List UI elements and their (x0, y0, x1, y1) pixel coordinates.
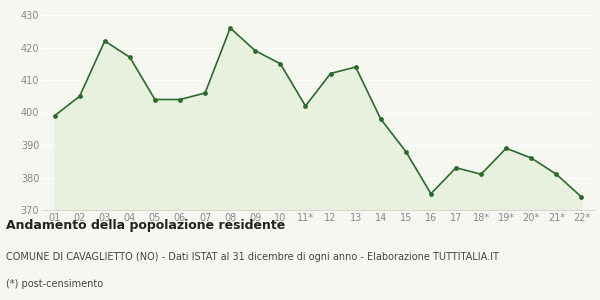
Point (476, 172, 486, 177)
Text: Andamento della popolazione residente: Andamento della popolazione residente (6, 219, 285, 232)
Point (326, 71, 335, 76)
Point (175, 97, 185, 102)
Point (150, 97, 160, 102)
Point (376, 117, 386, 122)
Point (526, 156, 536, 161)
Point (401, 149, 410, 154)
Point (125, 55, 134, 60)
Point (577, 195, 586, 200)
Point (451, 165, 461, 170)
Text: (*) post-censimento: (*) post-censimento (6, 279, 103, 289)
Point (351, 64, 361, 69)
Point (50, 113, 59, 118)
Point (100, 39, 110, 44)
Point (551, 172, 561, 177)
Point (200, 91, 210, 95)
Point (250, 48, 260, 53)
Point (301, 103, 310, 108)
Point (75, 94, 85, 99)
Point (226, 26, 235, 30)
Point (275, 61, 285, 66)
Text: COMUNE DI CAVAGLIETTO (NO) - Dati ISTAT al 31 dicembre di ogni anno - Elaborazio: COMUNE DI CAVAGLIETTO (NO) - Dati ISTAT … (6, 252, 499, 262)
Point (426, 191, 436, 196)
Point (502, 146, 511, 151)
